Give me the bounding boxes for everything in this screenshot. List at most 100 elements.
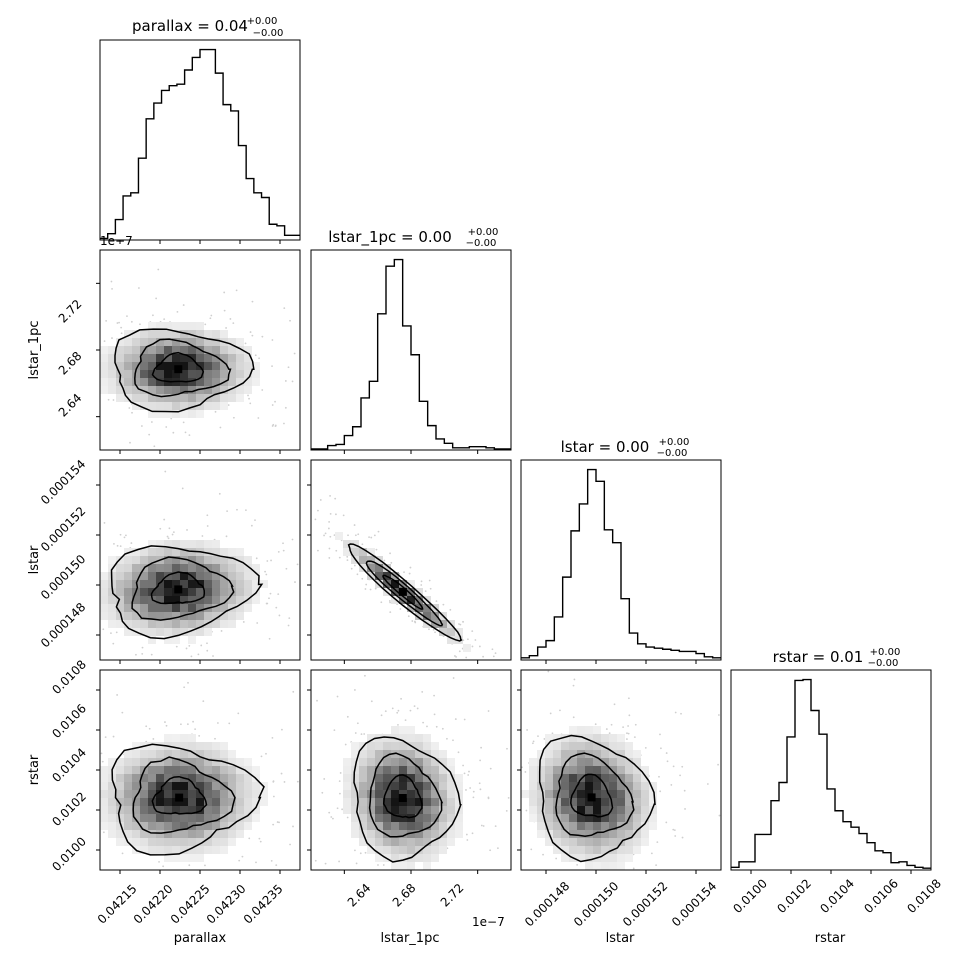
scatter-point xyxy=(658,775,660,778)
density-cell xyxy=(124,596,132,604)
density-cell xyxy=(455,822,463,830)
density-cell xyxy=(172,846,180,854)
density-cell xyxy=(407,596,415,604)
scatter-point xyxy=(429,587,432,590)
scatter-point xyxy=(455,656,457,658)
density-cell xyxy=(116,758,124,766)
scatter-point xyxy=(102,628,105,631)
density-cell xyxy=(383,782,391,790)
scatter-point xyxy=(101,760,104,763)
density-cell xyxy=(188,838,196,846)
density-cell xyxy=(399,766,407,774)
scatter-point xyxy=(347,534,349,537)
scatter-point xyxy=(572,716,575,719)
density-cell xyxy=(399,862,407,870)
density-cell xyxy=(220,814,228,822)
density-cell xyxy=(228,548,236,556)
scatter-point xyxy=(103,340,106,343)
density-cell xyxy=(617,790,625,798)
density-cell xyxy=(164,540,172,548)
density-cell xyxy=(140,378,148,386)
density-cell xyxy=(100,766,108,774)
scatter-point xyxy=(244,342,247,345)
scatter-point xyxy=(469,787,472,789)
scatter-point xyxy=(465,833,468,836)
scatter-point xyxy=(284,406,287,409)
scatter-point xyxy=(294,581,296,583)
density-cell xyxy=(132,564,140,572)
scatter-point xyxy=(198,734,201,737)
density-cell xyxy=(593,750,601,758)
density-cell xyxy=(148,540,156,548)
density-cell xyxy=(196,354,204,362)
density-cell xyxy=(593,838,601,846)
density-cell xyxy=(132,806,140,814)
density-cell xyxy=(609,782,617,790)
density-cell xyxy=(593,742,601,750)
xtick-label: 0.0106 xyxy=(861,876,901,916)
density-cell xyxy=(164,548,172,556)
density-cell xyxy=(399,846,407,854)
scatter-point xyxy=(328,521,330,523)
density-cell xyxy=(164,564,172,572)
density-cell xyxy=(156,386,164,394)
density-cell xyxy=(172,394,180,402)
scatter-point xyxy=(214,737,216,740)
scatter-point xyxy=(180,723,182,726)
scatter-point xyxy=(613,703,616,706)
density-cell xyxy=(423,612,431,620)
scatter-point xyxy=(214,410,217,413)
scatter-point xyxy=(242,621,245,623)
scatter-point xyxy=(361,543,364,546)
density-cell xyxy=(132,346,140,354)
scatter-point xyxy=(107,398,110,401)
scatter-point xyxy=(377,530,380,533)
density-cell xyxy=(236,556,244,564)
density-cell xyxy=(375,572,383,580)
density-cell xyxy=(431,814,439,822)
scatter-point xyxy=(172,431,175,434)
density-cell xyxy=(220,564,228,572)
scatter-point xyxy=(241,855,244,858)
density-cell xyxy=(124,378,132,386)
density-cell xyxy=(188,322,196,330)
density-cell xyxy=(351,774,359,782)
density-cell xyxy=(148,636,156,644)
parallax-marginal-panel xyxy=(100,48,300,240)
density-cell xyxy=(156,322,164,330)
density-cell xyxy=(601,862,609,870)
density-cell xyxy=(116,596,124,604)
scatter-point xyxy=(391,707,394,710)
scatter-point xyxy=(416,707,419,710)
density-cell xyxy=(212,742,220,750)
density-cell xyxy=(132,758,140,766)
density-cell xyxy=(132,742,140,750)
scatter-point xyxy=(373,534,376,537)
density-cell xyxy=(359,822,367,830)
density-cell xyxy=(164,338,172,346)
scatter-point xyxy=(370,700,373,703)
density-cell xyxy=(367,822,375,830)
density-cell xyxy=(577,798,585,806)
density-cell xyxy=(156,798,164,806)
lstar-vs-parallax-panel xyxy=(100,470,299,658)
density-cell xyxy=(132,402,140,410)
density-cell xyxy=(196,330,204,338)
scatter-point xyxy=(594,723,597,726)
density-cell xyxy=(244,822,252,830)
scatter-point xyxy=(452,677,455,679)
density-cell xyxy=(617,846,625,854)
xtick-label: 0.000150 xyxy=(571,879,621,929)
density-cell xyxy=(244,774,252,782)
scatter-point xyxy=(363,733,366,735)
contour-line xyxy=(151,775,208,815)
scatter-point xyxy=(368,536,370,539)
density-cell xyxy=(633,830,641,838)
density-cell xyxy=(455,636,463,644)
scatter-point xyxy=(413,705,416,708)
density-cell xyxy=(124,750,132,758)
scatter-point xyxy=(251,334,254,337)
scatter-point xyxy=(145,725,148,728)
scatter-point xyxy=(328,547,331,550)
density-cell xyxy=(335,532,343,540)
